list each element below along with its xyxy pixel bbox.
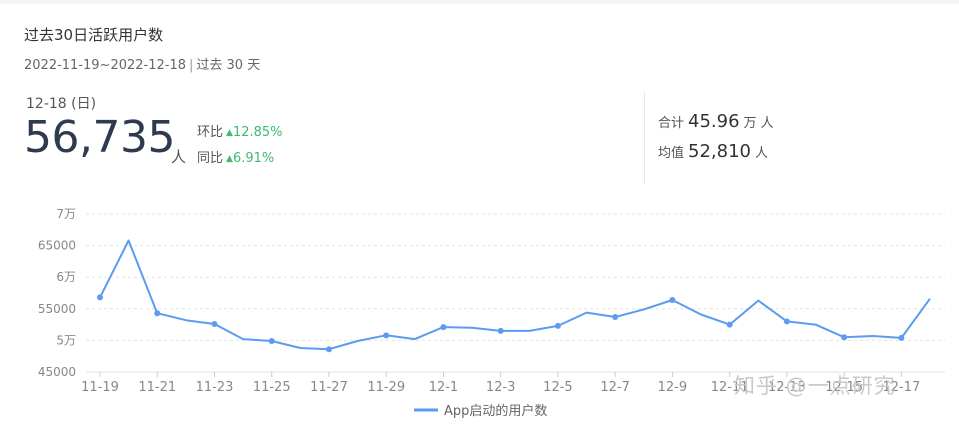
data-point <box>211 320 218 327</box>
data-point <box>841 334 848 341</box>
y-tick-label: 7万 <box>56 207 76 221</box>
current-value: 56,735 <box>24 112 175 163</box>
data-point <box>497 327 504 334</box>
date-range-text: 2022-11-19~2022-12-18 <box>24 58 186 73</box>
avg-label: 均值 <box>658 146 685 161</box>
x-tick-label: 12-17 <box>882 380 920 395</box>
average-stat: 均值 52,810 人 <box>658 141 768 162</box>
x-tick-label: 12-9 <box>658 380 688 395</box>
x-tick-label: 11-27 <box>310 380 348 395</box>
x-tick-label: 11-29 <box>367 380 405 395</box>
x-tick-label: 12-15 <box>825 380 863 395</box>
x-tick-label: 12-11 <box>711 380 749 395</box>
avg-unit: 人 <box>755 146 769 161</box>
data-point <box>612 314 619 321</box>
x-tick-label: 12-13 <box>768 380 806 395</box>
x-tick-label: 12-3 <box>486 380 516 395</box>
top-strip <box>0 0 959 4</box>
x-tick-label: 12-1 <box>429 380 459 395</box>
y-tick-label: 5万 <box>56 333 76 347</box>
mom-value: 12.85% <box>232 125 283 140</box>
data-point <box>669 296 676 303</box>
up-arrow-icon: ▲ <box>226 154 233 164</box>
x-tick-label: 11-25 <box>253 380 291 395</box>
card-title: 过去30日活跃用户数 <box>24 26 164 44</box>
data-point <box>325 346 332 353</box>
yoy-value: 6.91% <box>232 151 275 166</box>
avg-value: 52,810 <box>688 141 751 162</box>
watermark: 知乎 @一点研究 <box>734 374 896 398</box>
line-chart: 45000 5万 55000 6万 65000 7万 11-19 11-21 11-23 11-2… <box>38 207 945 419</box>
total-stat: 合计 45.96 万 人 <box>658 111 774 132</box>
x-tick-label: 11-21 <box>138 380 176 395</box>
range-separator: | <box>189 58 194 73</box>
summary-divider <box>644 92 645 184</box>
period-text: 过去 30 天 <box>196 58 261 73</box>
data-point <box>783 318 790 325</box>
y-tick-label: 65000 <box>38 239 76 253</box>
current-date: 12-18 (日) <box>26 96 97 112</box>
mom-compare: 环比 ▲12.85% <box>197 121 283 140</box>
data-point <box>554 322 561 329</box>
up-arrow-icon: ▲ <box>226 128 233 138</box>
total-value: 45.96 <box>688 111 740 132</box>
data-point <box>383 332 390 339</box>
yoy-compare: 同比 ▲6.91% <box>197 147 274 166</box>
date-range: 2022-11-19~2022-12-18 | 过去 30 天 <box>24 54 260 73</box>
y-tick-label: 6万 <box>56 270 76 284</box>
yoy-label: 同比 <box>197 151 224 166</box>
mom-label: 环比 <box>197 125 224 140</box>
y-tick-label: 45000 <box>38 365 76 379</box>
x-tick-label: 11-23 <box>196 380 234 395</box>
legend-label: App启动的用户数 <box>444 403 547 419</box>
data-point <box>440 324 447 331</box>
x-tick-label: 11-19 <box>81 380 119 395</box>
data-point <box>154 310 161 317</box>
data-point <box>97 294 103 301</box>
data-point <box>726 321 733 328</box>
x-tick-label: 12-7 <box>600 380 630 395</box>
current-unit: 人 <box>171 148 187 166</box>
data-point <box>898 334 905 341</box>
y-tick-label: 55000 <box>38 302 76 316</box>
total-label: 合计 <box>658 116 685 131</box>
data-point <box>268 338 275 345</box>
total-unit: 万 人 <box>743 116 774 131</box>
series-line <box>99 239 931 351</box>
x-tick-label: 12-5 <box>543 380 573 395</box>
